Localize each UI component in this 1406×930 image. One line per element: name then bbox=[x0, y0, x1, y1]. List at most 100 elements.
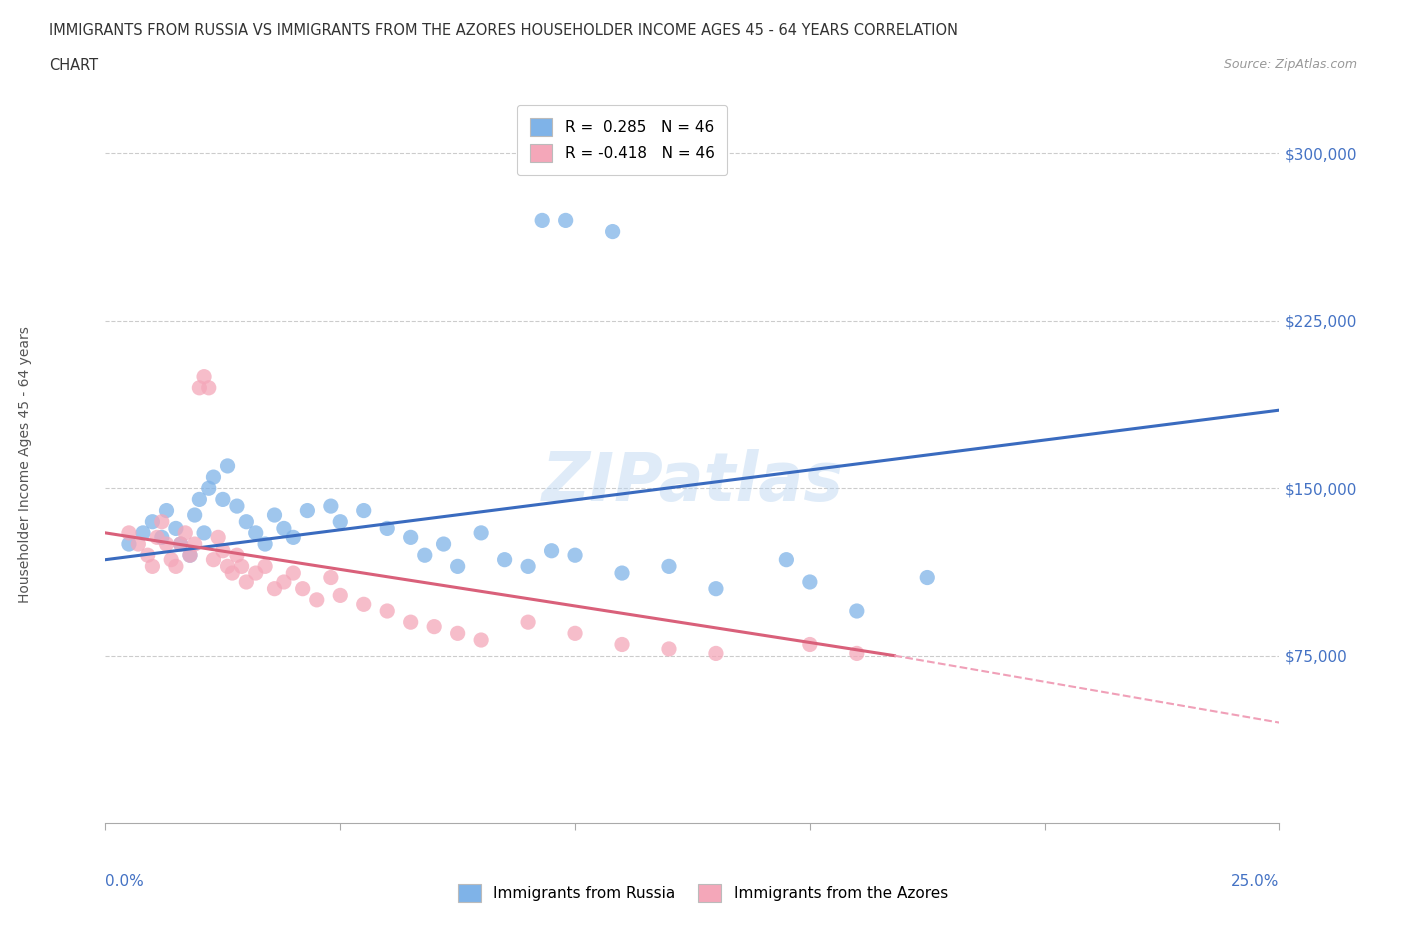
Point bbox=[217, 458, 239, 473]
Text: Source: ZipAtlas.com: Source: ZipAtlas.com bbox=[1223, 58, 1357, 71]
Point bbox=[217, 559, 239, 574]
Point bbox=[221, 565, 243, 580]
Point bbox=[197, 380, 219, 395]
Point bbox=[446, 559, 468, 574]
Point bbox=[155, 503, 177, 518]
Point bbox=[263, 508, 285, 523]
Point bbox=[845, 604, 868, 618]
Point bbox=[775, 552, 797, 567]
Legend: Immigrants from Russia, Immigrants from the Azores: Immigrants from Russia, Immigrants from … bbox=[453, 878, 953, 909]
Point bbox=[375, 604, 398, 618]
Point bbox=[202, 552, 225, 567]
Point bbox=[165, 521, 187, 536]
Point bbox=[470, 632, 492, 647]
Point bbox=[183, 508, 205, 523]
Point bbox=[915, 570, 938, 585]
Point bbox=[353, 503, 375, 518]
Point bbox=[399, 530, 422, 545]
Point bbox=[845, 646, 868, 661]
Point bbox=[231, 559, 253, 574]
Point bbox=[799, 575, 821, 590]
Point bbox=[141, 559, 163, 574]
Point bbox=[132, 525, 155, 540]
Point bbox=[174, 525, 197, 540]
Point bbox=[155, 537, 177, 551]
Point bbox=[375, 521, 398, 536]
Point bbox=[188, 380, 211, 395]
Point bbox=[141, 514, 163, 529]
Point bbox=[658, 642, 681, 657]
Text: Householder Income Ages 45 - 64 years: Householder Income Ages 45 - 64 years bbox=[18, 326, 32, 604]
Point bbox=[329, 588, 352, 603]
Point bbox=[273, 521, 295, 536]
Point bbox=[273, 575, 295, 590]
Point bbox=[202, 470, 225, 485]
Point bbox=[470, 525, 492, 540]
Point bbox=[226, 498, 249, 513]
Point bbox=[254, 559, 277, 574]
Point bbox=[305, 592, 328, 607]
Point bbox=[319, 570, 342, 585]
Point bbox=[136, 548, 159, 563]
Point bbox=[150, 514, 173, 529]
Point bbox=[564, 548, 586, 563]
Point bbox=[245, 525, 267, 540]
Point bbox=[291, 581, 314, 596]
Point bbox=[235, 575, 257, 590]
Point bbox=[169, 537, 191, 551]
Point bbox=[610, 565, 633, 580]
Point bbox=[193, 525, 215, 540]
Point bbox=[235, 514, 257, 529]
Point bbox=[494, 552, 516, 567]
Point bbox=[118, 525, 141, 540]
Point bbox=[150, 530, 173, 545]
Legend: R =  0.285   N = 46, R = -0.418   N = 46: R = 0.285 N = 46, R = -0.418 N = 46 bbox=[517, 105, 727, 175]
Point bbox=[297, 503, 319, 518]
Point bbox=[658, 559, 681, 574]
Point bbox=[165, 559, 187, 574]
Point bbox=[127, 537, 149, 551]
Point bbox=[193, 369, 215, 384]
Point bbox=[602, 224, 624, 239]
Point bbox=[540, 543, 562, 558]
Point bbox=[283, 565, 305, 580]
Point bbox=[704, 581, 727, 596]
Point bbox=[399, 615, 422, 630]
Point bbox=[319, 498, 342, 513]
Point bbox=[146, 530, 169, 545]
Point bbox=[183, 537, 205, 551]
Point bbox=[413, 548, 436, 563]
Text: ZIPatlas: ZIPatlas bbox=[541, 449, 844, 515]
Point bbox=[197, 481, 219, 496]
Point bbox=[179, 548, 201, 563]
Point bbox=[207, 530, 229, 545]
Point bbox=[799, 637, 821, 652]
Point bbox=[554, 213, 576, 228]
Point bbox=[283, 530, 305, 545]
Text: 25.0%: 25.0% bbox=[1232, 874, 1279, 889]
Point bbox=[610, 637, 633, 652]
Text: 0.0%: 0.0% bbox=[105, 874, 145, 889]
Point bbox=[353, 597, 375, 612]
Point bbox=[517, 559, 540, 574]
Point bbox=[432, 537, 454, 551]
Point bbox=[211, 492, 233, 507]
Point bbox=[188, 492, 211, 507]
Point bbox=[226, 548, 249, 563]
Point bbox=[423, 619, 446, 634]
Point bbox=[446, 626, 468, 641]
Point bbox=[329, 514, 352, 529]
Point bbox=[263, 581, 285, 596]
Point bbox=[245, 565, 267, 580]
Point bbox=[160, 552, 183, 567]
Point bbox=[118, 537, 141, 551]
Point bbox=[179, 548, 201, 563]
Point bbox=[704, 646, 727, 661]
Text: IMMIGRANTS FROM RUSSIA VS IMMIGRANTS FROM THE AZORES HOUSEHOLDER INCOME AGES 45 : IMMIGRANTS FROM RUSSIA VS IMMIGRANTS FRO… bbox=[49, 23, 959, 38]
Point bbox=[531, 213, 554, 228]
Point bbox=[564, 626, 586, 641]
Point bbox=[517, 615, 540, 630]
Text: CHART: CHART bbox=[49, 58, 98, 73]
Point bbox=[169, 537, 191, 551]
Point bbox=[211, 543, 233, 558]
